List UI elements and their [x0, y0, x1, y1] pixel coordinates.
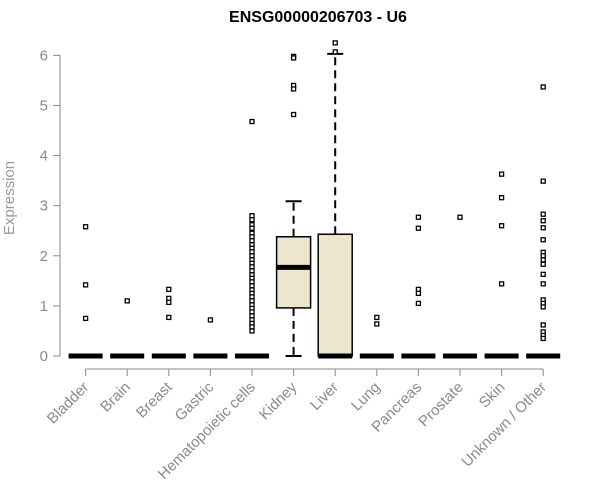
- y-axis: 0 1 2 3 4 5 6: [40, 47, 61, 365]
- outlier-point: [540, 257, 546, 263]
- x-tick-label: Kidney: [256, 378, 301, 423]
- outlier-point: [249, 328, 255, 334]
- outlier-point: [540, 281, 546, 287]
- outlier-point: [540, 304, 546, 310]
- y-tick-label: 0: [40, 348, 48, 365]
- outlier-point: [415, 290, 422, 297]
- outlier-point: [415, 225, 422, 231]
- box: [317, 233, 353, 357]
- outlier-point: [540, 322, 546, 328]
- outlier-point: [249, 225, 255, 231]
- outlier-point: [540, 178, 546, 184]
- box-group: [110, 298, 145, 359]
- box-group: [235, 118, 269, 359]
- x-tick-label: Brain: [97, 379, 134, 416]
- outlier-point: [540, 84, 546, 90]
- box-group: [275, 53, 312, 357]
- box-group: [68, 224, 103, 359]
- box-series: [68, 40, 561, 359]
- outlier-point: [166, 299, 172, 306]
- y-tick-label: 5: [40, 98, 48, 115]
- outlier-point: [290, 111, 297, 118]
- outlier-point: [374, 314, 380, 321]
- box-group: [484, 171, 519, 359]
- outlier-point: [540, 335, 546, 342]
- y-axis-label: Expression: [1, 161, 18, 235]
- box-group: [193, 317, 228, 359]
- outlier-point: [82, 224, 89, 230]
- outlier-point: [207, 317, 214, 323]
- x-tick-label: Bladder: [44, 379, 93, 428]
- outlier-point: [540, 261, 546, 267]
- outlier-point: [498, 281, 505, 287]
- outlier-point: [540, 218, 546, 224]
- outlier-point: [498, 223, 505, 229]
- y-tick-label: 2: [40, 248, 48, 265]
- y-tick-label: 3: [40, 198, 48, 215]
- outlier-point: [290, 86, 297, 92]
- outlier-point: [540, 211, 546, 217]
- y-tick-label: 1: [40, 298, 48, 315]
- x-tick-label: Skin: [476, 379, 509, 412]
- outlier-point: [415, 300, 422, 307]
- outlier-point: [166, 314, 172, 321]
- y-tick-label: 6: [40, 47, 48, 64]
- outlier-point: [290, 55, 297, 61]
- outlier-point: [457, 214, 463, 220]
- x-tick-label: Lung: [348, 379, 384, 415]
- outlier-point: [249, 217, 255, 223]
- outlier-point: [415, 214, 422, 220]
- outlier-point: [82, 315, 89, 322]
- box-group: [359, 314, 394, 359]
- x-tick-label: Liver: [307, 379, 342, 414]
- outlier-point: [540, 237, 546, 243]
- outlier-point: [540, 225, 546, 231]
- x-tick-label: Prostate: [415, 379, 467, 431]
- box-group: [317, 40, 353, 359]
- box: [275, 236, 312, 309]
- outlier-point: [332, 49, 338, 55]
- x-tick-label: Breast: [133, 378, 176, 421]
- outlier-point: [498, 195, 505, 201]
- box-group: [401, 214, 436, 359]
- y-tick-label: 4: [40, 148, 48, 165]
- outlier-point: [166, 286, 172, 293]
- outlier-point: [332, 40, 338, 46]
- outlier-point: [82, 282, 89, 288]
- box-group: [151, 286, 186, 359]
- outlier-point: [249, 118, 255, 125]
- outlier-point: [124, 298, 130, 304]
- outlier-point: [374, 321, 380, 327]
- outlier-point: [498, 171, 505, 177]
- chart-title: ENSG00000206703 - U6: [229, 9, 407, 26]
- outlier-point: [540, 271, 546, 277]
- box-group: [443, 214, 477, 359]
- box-group: [526, 84, 561, 359]
